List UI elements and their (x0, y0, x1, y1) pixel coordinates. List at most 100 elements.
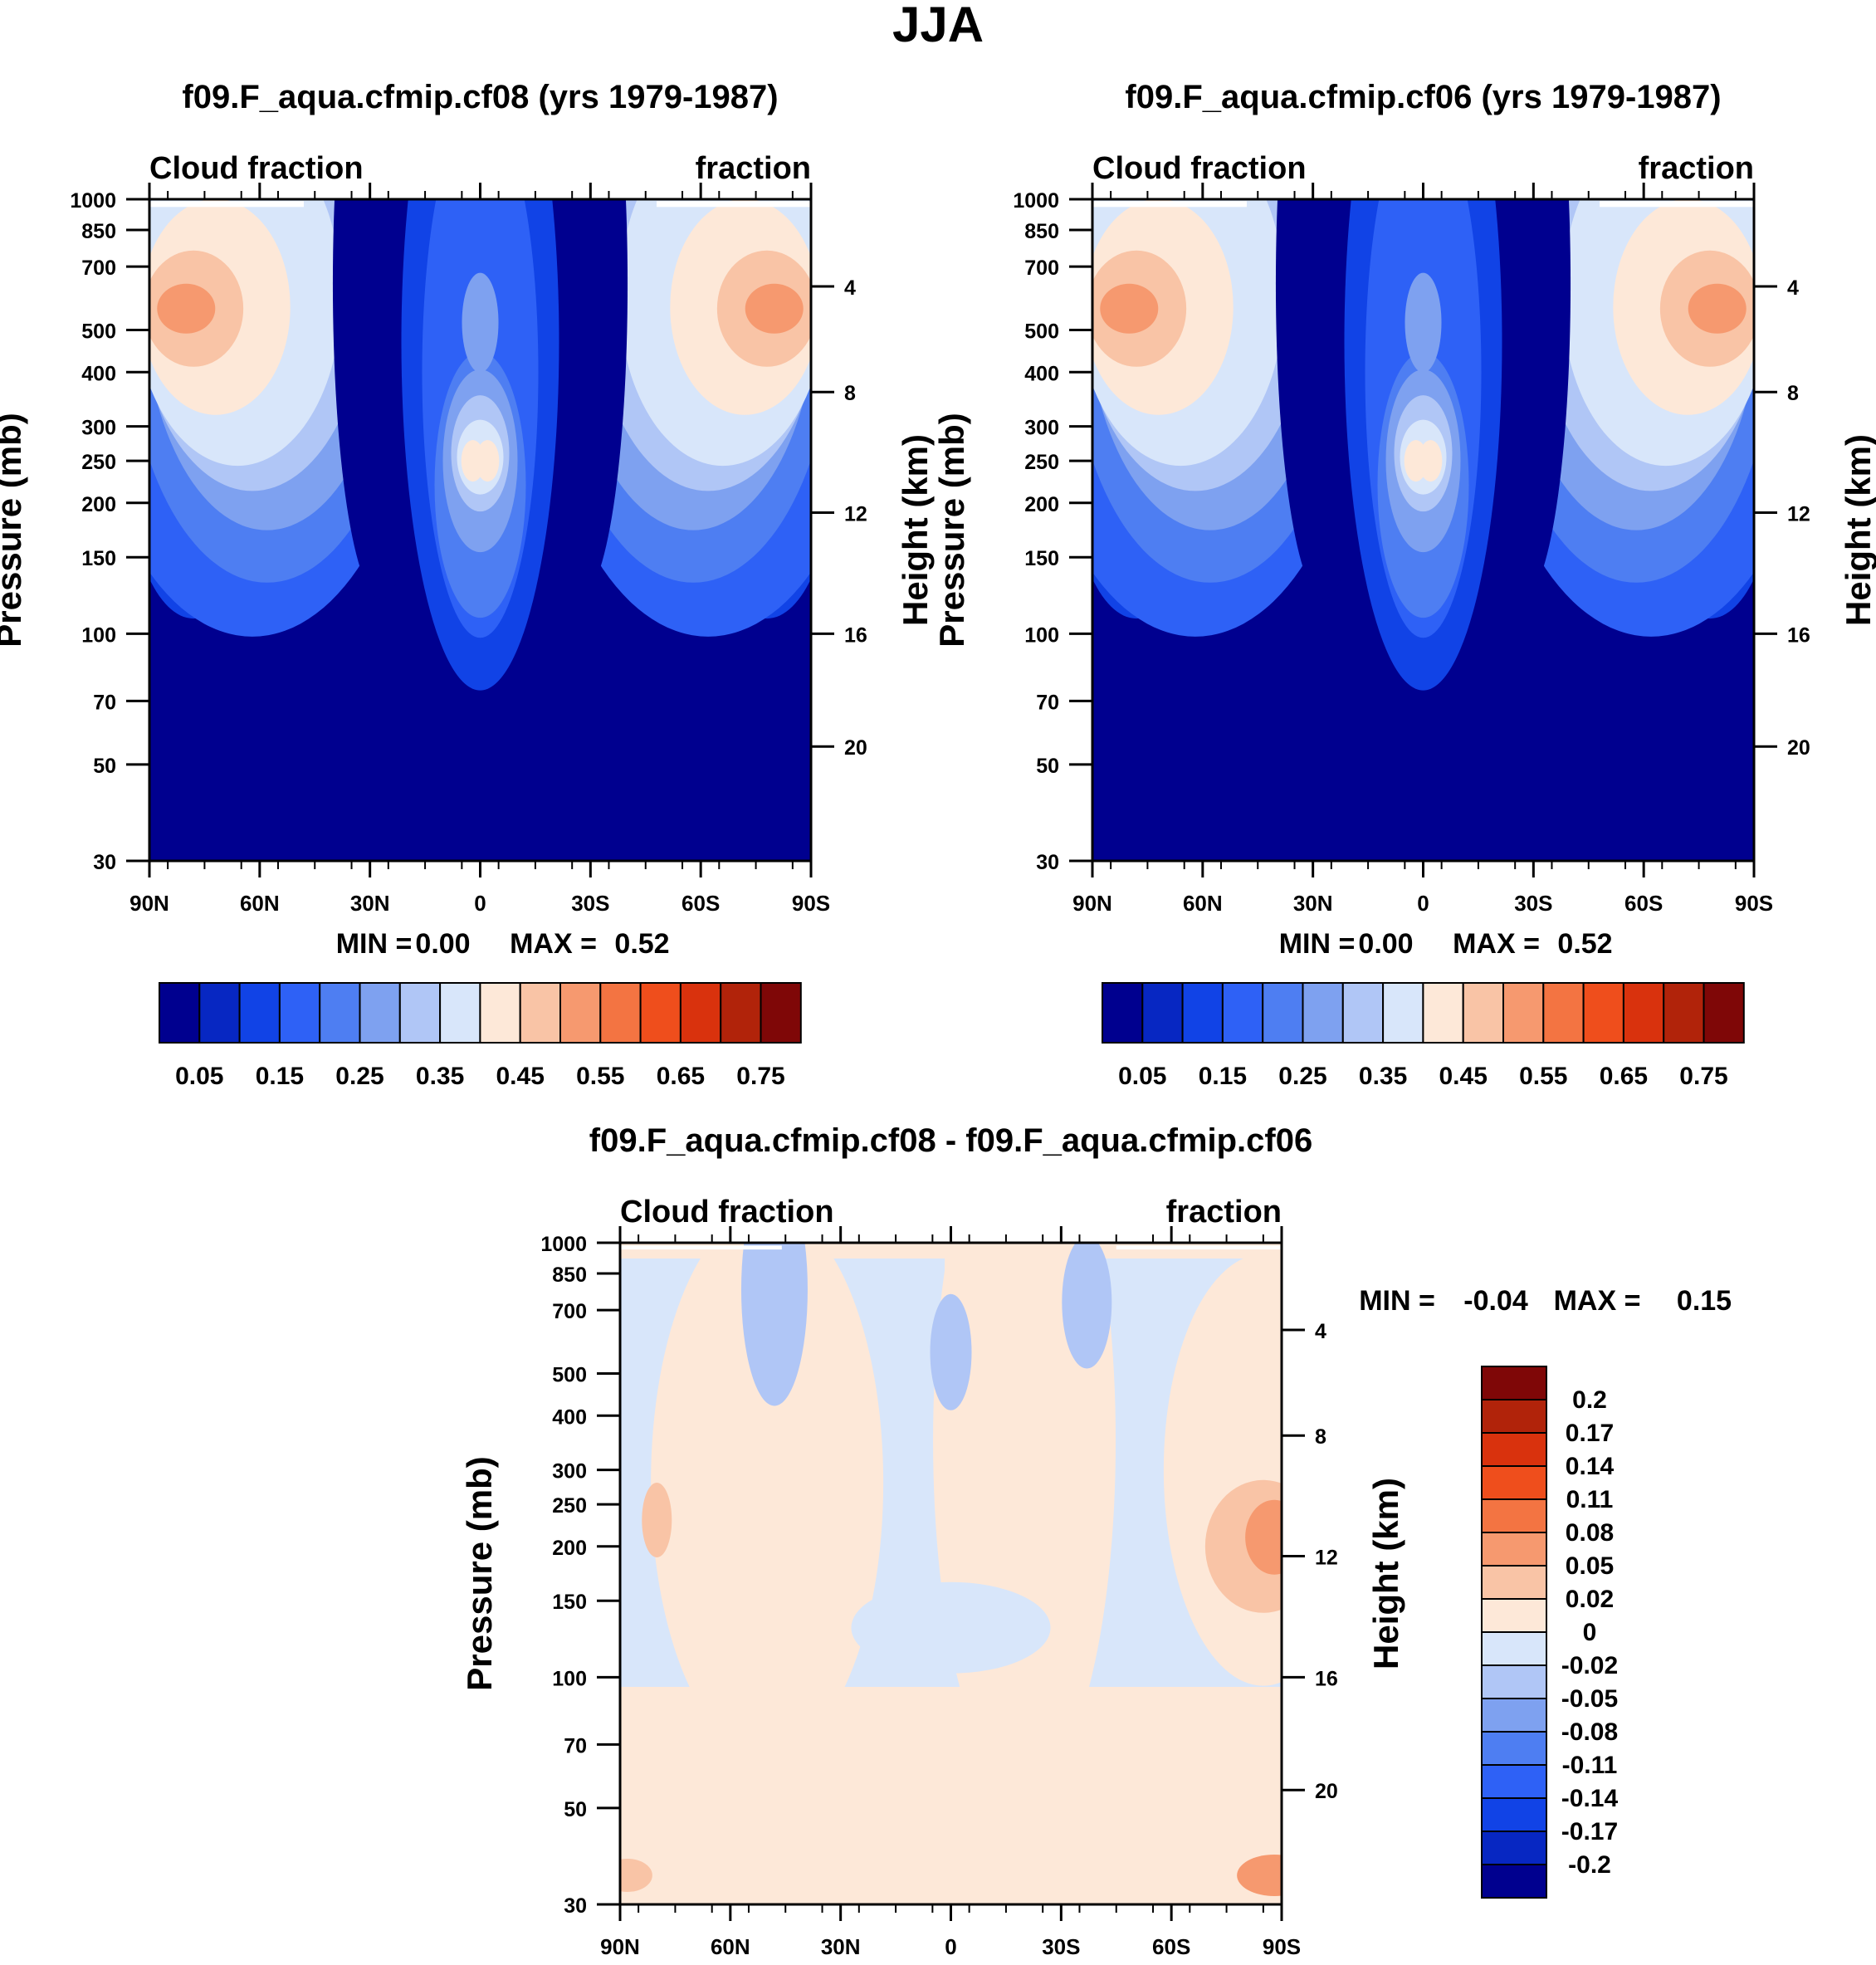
colorbar-label: 0.14 (1566, 1453, 1615, 1480)
y-axis-title: Pressure (mb) (0, 413, 28, 647)
colorbar-label: -0.05 (1561, 1685, 1618, 1713)
colorbar-horizontal: 0.05 0.15 0.25 0.35 0.45 0.55 0.65 0.75 (1102, 982, 1745, 1090)
colorbar-box (1481, 1764, 1547, 1799)
y-tick-label: 300 (1024, 417, 1059, 440)
colorbar-box (1663, 982, 1705, 1044)
positive-region (1163, 1254, 1282, 1686)
positive-region (620, 1858, 652, 1892)
height-tick-label: 16 (844, 623, 867, 647)
y-tick-label: 30 (93, 851, 116, 874)
colorbar-box (1481, 1565, 1547, 1600)
colorbar-box (1262, 982, 1304, 1044)
height-tick-label: 12 (1315, 1546, 1338, 1569)
missing-data-band (1600, 201, 1754, 208)
colorbar-box (238, 982, 281, 1044)
itcz-max (476, 440, 500, 482)
y-tick-label: 400 (552, 1405, 587, 1429)
colorbar-vertical: 0.2 0.17 0.14 0.11 0.08 0.05 0.02 0 -0.02 -0.05 -0… (1481, 1366, 1618, 1899)
y-tick-label: 400 (1024, 362, 1059, 385)
min-label: MIN = (336, 928, 413, 960)
colorbar-box (1462, 982, 1504, 1044)
negative-region (1062, 1243, 1112, 1369)
colorbar-box (1181, 982, 1224, 1044)
colorbar-label: 0.75 (736, 1063, 784, 1090)
colorbar-box (278, 982, 321, 1044)
colorbar-label: 0.15 (1199, 1063, 1247, 1090)
height-axis-title: Height (km) (1839, 434, 1876, 626)
y-tick-label: 30 (1036, 851, 1059, 874)
colorbar-box (679, 982, 722, 1044)
colorbar-box (760, 982, 802, 1044)
colorbar-label: 0.65 (657, 1063, 705, 1090)
panel-cf06: 30 50 70 100 150 200 250 300 400 500 700 850 1000 20 1… (932, 79, 1876, 1090)
y-tick-label: 500 (552, 1364, 587, 1387)
min-value: -0.04 (1463, 1285, 1528, 1317)
negative-region (851, 1581, 1051, 1674)
y-tick-label: 1000 (70, 189, 116, 213)
contour-fill (1092, 199, 1754, 861)
colorbar-box (1481, 1432, 1547, 1467)
left-string: Cloud fraction (1092, 151, 1307, 186)
x-tick-label: 30S (1042, 1934, 1080, 1959)
y-tick-label: 100 (552, 1667, 587, 1690)
x-tick-label: 90N (600, 1934, 640, 1959)
height-tick-label: 8 (1787, 382, 1799, 405)
y-tick-label: 850 (552, 1264, 587, 1287)
contour-fill (149, 199, 811, 861)
y-tick-label: 850 (1024, 220, 1059, 243)
colorbar-box (198, 982, 241, 1044)
panel-title: f09.F_aqua.cfmip.cf08 (yrs 1979-1987) (182, 79, 778, 115)
positive-region (620, 1687, 1282, 1904)
max-label: MAX = (510, 928, 597, 960)
colorbar-box (1703, 982, 1745, 1044)
colorbar-label: -0.17 (1561, 1818, 1618, 1845)
colorbar-box (1481, 1366, 1547, 1400)
y-tick-label: 50 (1036, 755, 1059, 778)
y-tick-label: 300 (552, 1460, 587, 1484)
y-tick-label: 150 (1024, 547, 1059, 570)
min-value: 0.00 (415, 928, 470, 960)
height-tick-label: 16 (1315, 1667, 1338, 1690)
colorbar-box (1481, 1731, 1547, 1766)
min-value: 0.00 (1358, 928, 1413, 960)
colorbar-label: 0.65 (1600, 1063, 1648, 1090)
colorbar-box (359, 982, 401, 1044)
colorbar-box (1542, 982, 1585, 1044)
colorbar-box (1481, 1399, 1547, 1434)
right-string: fraction (1166, 1195, 1282, 1229)
colorbar-box (479, 982, 521, 1044)
colorbar-box (1481, 1498, 1547, 1533)
y-axis-title: Pressure (mb) (932, 413, 971, 647)
colorbar-box (1481, 1465, 1547, 1500)
x-tick-label: 0 (474, 891, 486, 916)
x-tick-label: 90N (129, 891, 169, 916)
x-tick-label: 30N (821, 1934, 861, 1959)
height-tick-label: 16 (1787, 623, 1810, 647)
colorbar-label: 0.05 (1566, 1552, 1614, 1580)
colorbar-box (159, 982, 201, 1044)
colorbar-label: 0.08 (1566, 1519, 1614, 1547)
colorbar-box (1481, 1532, 1547, 1567)
x-tick-label: 60S (1624, 891, 1663, 916)
y-tick-label: 500 (81, 320, 116, 344)
x-tick-label: 30S (571, 891, 609, 916)
positive-region (651, 1243, 884, 1757)
colorbar-label: 0.75 (1679, 1063, 1727, 1090)
max-value: 0.52 (614, 928, 669, 960)
figure-title: JJA (892, 0, 984, 52)
y-tick-label: 30 (564, 1894, 587, 1918)
panel-title: f09.F_aqua.cfmip.cf08 - f09.F_aqua.cfmip… (589, 1122, 1312, 1159)
colorbar-box (1481, 1598, 1547, 1633)
midlat-max (1100, 283, 1159, 334)
y-tick-label: 150 (552, 1591, 587, 1614)
y-tick-label: 500 (1024, 320, 1059, 344)
colorbar-label: -0.02 (1561, 1652, 1618, 1679)
height-tick-label: 20 (1315, 1780, 1338, 1803)
height-tick-label: 12 (1787, 502, 1810, 525)
colorbar-label: -0.11 (1562, 1752, 1618, 1779)
colorbar-box (1481, 1831, 1547, 1865)
colorbar-box (1481, 1864, 1547, 1899)
x-tick-label: 90N (1072, 891, 1112, 916)
panel-diff: 3050701001502002503004005007008501000201… (460, 1122, 1732, 1959)
